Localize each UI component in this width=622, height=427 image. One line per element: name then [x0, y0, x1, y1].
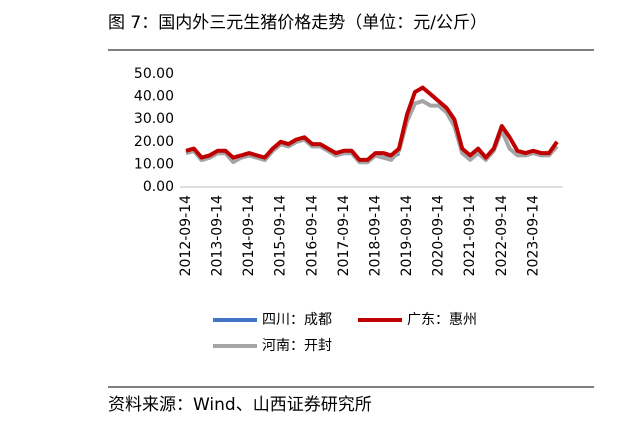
x-tick-label: 2020-09-14 — [431, 195, 447, 276]
y-tick-label: 40.00 — [134, 89, 174, 105]
y-tick-label: 30.00 — [134, 111, 174, 127]
source: 资料来源：Wind、山西证券研究所 — [108, 395, 372, 415]
y-tick-label: 50.00 — [134, 66, 174, 82]
legend-label: 广东：惠州 — [407, 312, 477, 328]
series-line — [185, 85, 559, 162]
chart-title: 图 7：国内外三元生猪价格走势（单位：元/公斤） — [108, 13, 487, 33]
x-tick-label: 2014-09-14 — [241, 195, 257, 276]
y-tick-label: 10.00 — [134, 156, 174, 172]
y-tick-label: 0.00 — [143, 179, 174, 195]
y-tick-label: 20.00 — [134, 134, 174, 150]
x-tick-label: 2016-09-14 — [304, 195, 320, 276]
x-tick-label: 2021-09-14 — [462, 195, 478, 276]
legend-label: 河南：开封 — [262, 338, 332, 354]
x-tick-label: 2019-09-14 — [399, 195, 415, 276]
x-tick-label: 2012-09-14 — [178, 195, 194, 276]
legend-label: 四川：成都 — [262, 312, 332, 328]
x-tick-label: 2018-09-14 — [367, 195, 383, 276]
x-tick-label: 2015-09-14 — [273, 195, 289, 276]
x-tick-label: 2017-09-14 — [336, 195, 352, 276]
x-tick-label: 2022-09-14 — [494, 195, 510, 276]
x-tick-label: 2023-09-14 — [525, 195, 541, 276]
x-tick-label: 2013-09-14 — [210, 195, 226, 276]
